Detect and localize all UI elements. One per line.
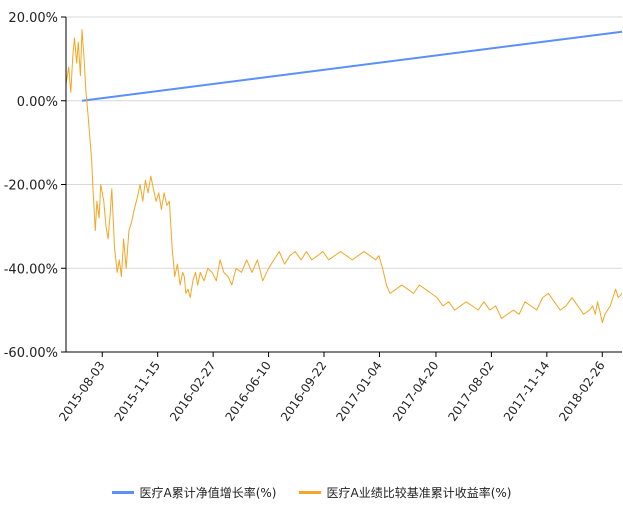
x-tick-label: 2015-11-15 xyxy=(112,359,163,424)
x-tick-label: 2017-11-14 xyxy=(501,359,552,424)
legend: 医疗A累计净值增长率(%) 医疗A业绩比较基准累计收益率(%) xyxy=(0,483,623,501)
y-axis-ticks: 20.00% 0.00% -20.00% -40.00% -60.00% xyxy=(4,11,66,361)
legend-label-benchmark: 医疗A业绩比较基准累计收益率(%) xyxy=(326,485,512,500)
x-tick-label: 2016-02-27 xyxy=(167,359,218,424)
y-tick-label: -20.00% xyxy=(4,179,58,194)
x-tick-label: 2016-06-10 xyxy=(223,359,274,424)
x-tick-label: 2017-01-04 xyxy=(333,359,384,424)
x-tick-label: 2016-09-22 xyxy=(278,359,329,424)
legend-item-benchmark[interactable]: 医疗A业绩比较基准累计收益率(%) xyxy=(298,484,512,501)
x-tick-label: 2015-08-03 xyxy=(56,359,107,424)
y-tick-label: 20.00% xyxy=(8,11,58,26)
x-axis-ticks: 2015-08-03 2015-11-15 2016-02-27 2016-06-10… xyxy=(56,352,608,424)
y-tick-label: 0.00% xyxy=(17,95,58,110)
series-line-nav-growth xyxy=(81,30,623,102)
series-lines xyxy=(65,29,623,324)
series-line-benchmark xyxy=(65,29,623,324)
x-tick-label: 2017-04-20 xyxy=(390,359,441,424)
legend-swatch-nav xyxy=(111,490,134,494)
legend-swatch-benchmark xyxy=(298,490,321,494)
x-tick-label: 2018-02-26 xyxy=(556,359,607,424)
y-tick-label: -60.00% xyxy=(4,346,58,361)
legend-label-nav: 医疗A累计净值增长率(%) xyxy=(139,485,277,500)
x-tick-label: 2017-08-02 xyxy=(445,359,496,424)
legend-item-nav-growth[interactable]: 医疗A累计净值增长率(%) xyxy=(111,484,277,501)
y-tick-label: -40.00% xyxy=(4,262,58,277)
